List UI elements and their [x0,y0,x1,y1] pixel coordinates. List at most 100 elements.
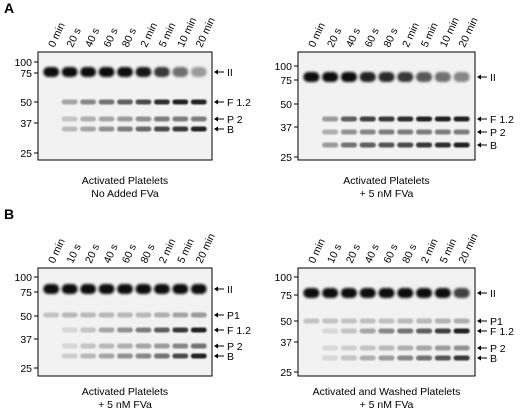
gel-band [80,99,97,105]
gel-band [61,353,78,359]
mw-marker-label: 25 [280,367,292,379]
gel-band [98,67,115,77]
gel-band [397,142,414,148]
gel-band [397,328,414,334]
gel-band [322,142,339,148]
gel-band [434,129,451,135]
gel-band [434,328,451,334]
gel-band [415,72,433,82]
mw-marker-label: 37 [280,122,292,134]
gel-band [415,129,433,135]
arrowhead-icon [477,290,481,296]
gel-band [378,116,395,122]
gel-band [322,129,339,135]
band-label: II [227,67,233,79]
mw-marker-label: 75 [20,287,32,299]
band-label: P1 [227,310,240,322]
lane-label: 40 s [363,242,382,265]
gel-band [322,116,339,122]
gel-band [378,318,395,324]
lane-label: 40 s [101,242,120,265]
gel-band [415,345,433,351]
lane-label: 20 s [65,26,84,49]
arrowhead-icon [214,69,218,75]
gel-band [453,328,470,334]
gel-frame [37,51,213,161]
gel-band [322,288,339,298]
gel-band [43,312,60,318]
gel-band [322,328,339,334]
gel-band [61,126,78,132]
blot-caption: Activated Platelets [343,175,429,187]
gel-frame [297,51,476,161]
gel-band [453,129,470,135]
gel-band [117,126,133,132]
gel-band [98,312,115,318]
lane-label: 40 s [344,26,363,49]
gel-band [172,116,189,122]
lane-label: 20 s [83,242,102,265]
mw-marker-label: 25 [280,152,292,164]
gel-band [340,116,358,122]
lane-label: 20 min [194,231,218,265]
gel-band [61,343,78,349]
gel-band [322,72,339,82]
gel-band [43,67,60,77]
gel-band [172,353,189,359]
gel-band [378,72,395,82]
gel-band [359,72,376,82]
gel-band [434,318,451,324]
gel-band [397,355,414,361]
mw-marker-label: 25 [20,363,32,375]
arrowhead-icon [477,318,481,324]
gel-band [172,343,189,349]
gel-band [80,343,97,349]
gel-band [172,284,189,294]
gel-band [434,116,451,122]
gel-band [135,99,152,105]
gel-band [61,284,78,294]
gel-band [117,99,133,105]
gel-band [80,116,97,122]
gel-band [117,312,133,318]
arrowhead-icon [477,129,481,135]
gel-band [135,343,152,349]
gel-band [359,328,376,334]
gel-band [190,116,207,122]
gel-band [153,116,170,122]
gel-band [359,288,376,298]
mw-marker-label: 75 [20,68,32,80]
gel-band [322,345,339,351]
blot-caption: + 5 nM FVa [98,399,152,411]
gel-band [434,72,451,82]
gel-band [117,353,133,359]
gel-band [397,345,414,351]
gel-band [415,142,433,148]
arrowhead-icon [477,355,481,361]
gel-band [340,345,358,351]
blot-caption: + 5 nM FVa [360,399,414,411]
gel-band [117,284,133,294]
mw-marker-label: 100 [274,61,292,73]
panel-letter-a: A [4,0,15,16]
lane-label: 10 s [65,242,84,265]
gel-band [135,312,152,318]
gel-band [135,353,152,359]
gel-band [415,328,433,334]
gel-band [135,126,152,132]
gel-band [153,343,170,349]
gel-band [340,318,358,324]
lane-label: 80 s [120,26,139,49]
blot-caption: Activated and Washed Platelets [313,386,461,398]
mw-marker-label: 50 [20,97,32,109]
gel-band [397,318,414,324]
gel-band [172,67,189,77]
band-label: P 2 [227,341,243,353]
mw-marker-label: 50 [280,316,292,328]
gel-band [359,116,376,122]
gel-band [172,312,189,318]
blot-caption: Activated Platelets [82,175,168,187]
gel-band [153,353,170,359]
